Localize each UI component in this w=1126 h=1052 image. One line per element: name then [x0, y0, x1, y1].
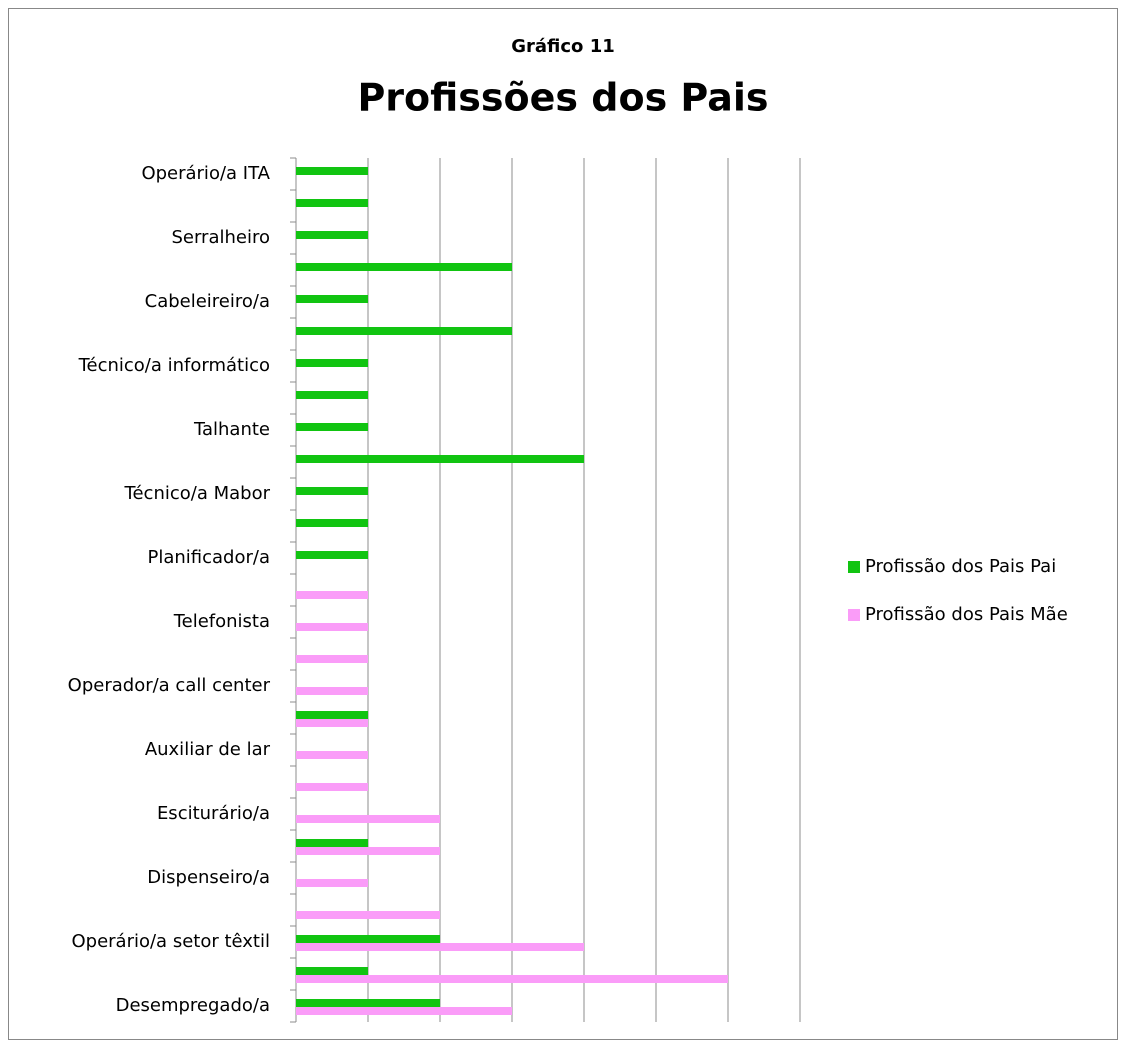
- legend-label: Profissão dos Pais Mãe: [865, 604, 1068, 625]
- y-tick-label: Desempregado/a: [116, 995, 270, 1016]
- bar: [296, 455, 584, 463]
- bar: [296, 623, 368, 631]
- bar: [296, 783, 368, 791]
- bar: [296, 199, 368, 207]
- y-tick-label: Planificador/a: [148, 547, 271, 568]
- bar: [296, 391, 368, 399]
- y-tick-label: Telefonista: [173, 611, 270, 632]
- bar: [296, 839, 368, 847]
- y-tick-label: Serralheiro: [171, 227, 270, 248]
- bar: [296, 487, 368, 495]
- bar: [296, 815, 440, 823]
- bar: [296, 263, 512, 271]
- bar: [296, 719, 368, 727]
- bar: [296, 1007, 512, 1015]
- chart-subtitle: Gráfico 11: [511, 36, 615, 57]
- bar: [296, 999, 440, 1007]
- y-tick-label: Operário/a ITA: [141, 163, 270, 184]
- y-tick-label: Técnico/a Mabor: [124, 483, 271, 504]
- y-tick-label: Esciturário/a: [157, 803, 270, 824]
- y-tick-label: Técnico/a informático: [78, 355, 270, 376]
- legend-swatch: [848, 609, 860, 621]
- bar: [296, 295, 368, 303]
- bar: [296, 167, 368, 175]
- y-tick-label: Auxiliar de lar: [145, 739, 271, 760]
- bar: [296, 591, 368, 599]
- bar: [296, 359, 368, 367]
- legend-swatch: [848, 561, 860, 573]
- legend-label: Profissão dos Pais Pai: [865, 556, 1056, 577]
- y-tick-label: Operário/a setor têxtil: [71, 931, 270, 952]
- bar: [296, 751, 368, 759]
- y-tick-label: Talhante: [193, 419, 270, 440]
- bar: [296, 911, 440, 919]
- bar: [296, 687, 368, 695]
- y-tick-label: Operador/a call center: [68, 675, 271, 696]
- y-tick-label: Cabeleireiro/a: [145, 291, 270, 312]
- chart-border: [8, 8, 1118, 1040]
- bar: [296, 879, 368, 887]
- bar: [296, 231, 368, 239]
- bar: [296, 655, 368, 663]
- bar: [296, 975, 728, 983]
- bar: [296, 327, 512, 335]
- bar: [296, 935, 440, 943]
- bar: [296, 967, 368, 975]
- y-tick-label: Dispenseiro/a: [147, 867, 270, 888]
- bar: [296, 711, 368, 719]
- chart-title: Profissões dos Pais: [357, 76, 768, 120]
- bar: [296, 551, 368, 559]
- bar: [296, 847, 440, 855]
- bar: [296, 519, 368, 527]
- bar: [296, 943, 584, 951]
- bar: [296, 423, 368, 431]
